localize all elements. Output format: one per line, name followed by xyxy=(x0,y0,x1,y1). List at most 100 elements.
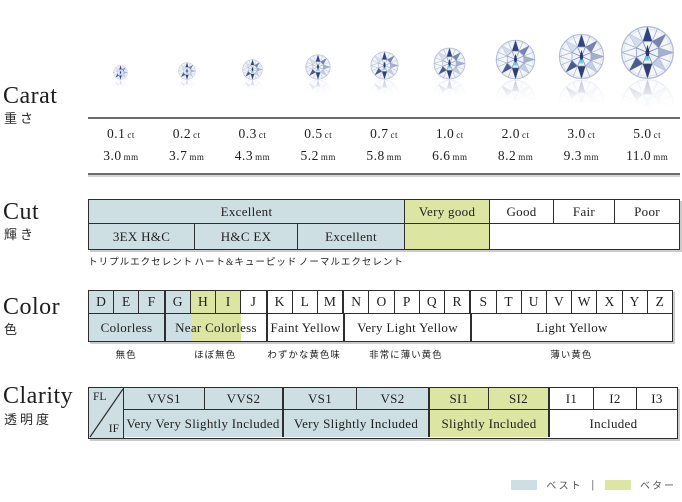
cut-grade-good: Good xyxy=(490,200,554,224)
cut-subgrade-very-good-block xyxy=(405,224,490,249)
color-captions: 無色 ほぼ無色 わずかな黄色味 非常に薄い黄色 薄い黄色 xyxy=(88,347,673,361)
diamond-reflection xyxy=(495,79,536,120)
cut-caption-heart-cupid: ハート&キューピッド xyxy=(194,258,298,268)
color-letter: K xyxy=(268,291,293,313)
cut-subgrade-3ex-hc: 3EX H&C xyxy=(89,224,195,249)
color-letter: L xyxy=(293,291,318,313)
diamond-reflection xyxy=(113,80,128,95)
carat-size-table: 0.1 ct 0.2 ct 0.3 ct 0.5 ct 0.7 ct 1.0 ct 2.0 c… xyxy=(88,117,680,175)
clarity-grade-vvs1: VVS1 xyxy=(124,388,205,410)
carat-ct-row: 0.1 ct 0.2 ct 0.3 ct 0.5 ct 0.7 ct 1.0 ct 2.0 c… xyxy=(88,126,680,142)
color-letter: O xyxy=(369,291,395,313)
clarity-section-title: Clarity xyxy=(3,383,74,409)
diamond-image xyxy=(242,59,263,80)
color-letter: Z xyxy=(655,294,665,309)
cut-grade-very-good: Very good xyxy=(405,200,490,224)
cut-subgrade-row: 3EX H&C H&C EX Excellent xyxy=(89,224,679,249)
clarity-grade-if: IF xyxy=(108,423,119,435)
color-letter: F xyxy=(139,291,166,313)
mm-value: 6.6 mm xyxy=(432,148,468,163)
cut-caption-normal-excellent: ノーマルエクセレント xyxy=(298,258,404,268)
color-caption-very-light-yellow: 非常に薄い黄色 xyxy=(369,351,443,361)
carat-mm-row: 3.0 mm 3.7 mm 4.3 mm 5.2 mm 5.8 mm 6.6 mm 8.2 m… xyxy=(88,148,680,164)
diamond-reflection xyxy=(178,79,196,97)
clarity-grade-si2: SI2 xyxy=(489,388,550,410)
color-letter: V xyxy=(547,291,573,313)
diamond-size-row xyxy=(88,16,680,80)
cut-grade-excellent: Excellent xyxy=(89,200,405,224)
color-letter: U xyxy=(522,291,547,313)
clarity-group-included: Included xyxy=(589,415,638,431)
color-letter: W xyxy=(572,291,598,313)
clarity-grade-i2: I2 xyxy=(594,388,637,410)
color-letter: X xyxy=(597,291,623,313)
cut-grade-poor: Poor xyxy=(615,200,679,224)
color-letter: G xyxy=(165,291,191,313)
color-group-faint-yellow: Faint Yellow xyxy=(268,314,345,341)
clarity-grade-vvs2: VVS2 xyxy=(205,388,284,410)
color-letter: M xyxy=(318,291,345,313)
clarity-grade-si1: SI1 xyxy=(430,388,489,410)
diagonal-divider xyxy=(89,388,124,438)
diamond-image xyxy=(558,33,605,80)
carat-value: 0.5 ct xyxy=(304,126,333,141)
color-grade-table: D E F G H I J K L M N O P Q R S T U V W … xyxy=(88,290,673,342)
carat-value: 0.3 ct xyxy=(238,126,267,141)
best-label: ベスト xyxy=(546,481,583,492)
color-group-light-yellow: Light Yellow xyxy=(536,319,608,335)
better-label: ベター xyxy=(640,481,676,492)
color-letter: P xyxy=(395,291,420,313)
clarity-section-subtitle: 透明度 xyxy=(4,412,53,427)
diamond-image xyxy=(305,54,331,80)
clarity-fl-if-cell: FL IF xyxy=(89,388,124,438)
carat-value: 2.0 ct xyxy=(501,126,530,141)
mm-value: 3.0 mm xyxy=(103,148,139,163)
mm-value: 9.3 mm xyxy=(563,148,600,163)
diamond-image xyxy=(370,51,399,80)
cut-grade-row: Excellent Very good Good Fair Poor xyxy=(89,200,679,224)
diamond-reflection xyxy=(242,79,263,100)
clarity-grade-table: FL IF VVS1 VVS2 VS1 VS2 SI1 SI2 I1 I2 I3… xyxy=(88,387,678,439)
clarity-grade-vs1: VS1 xyxy=(284,388,357,410)
color-letter: T xyxy=(497,291,522,313)
color-group-near-colorless: Near Colorless xyxy=(166,314,268,341)
carat-value: 0.7 ct xyxy=(370,126,398,141)
color-caption-colorless: 無色 xyxy=(115,351,137,361)
diamond-image xyxy=(433,47,466,80)
color-section-title: Color xyxy=(3,294,61,320)
cut-subgrade-empty xyxy=(490,224,679,249)
clarity-group-si: Slightly Included xyxy=(430,410,550,437)
mm-value: 11.0 mm xyxy=(626,148,669,163)
color-letter-row: D E F G H I J K L M N O P Q R S T U V W … xyxy=(89,291,672,313)
cut-grade-table: Excellent Very good Good Fair Poor 3EX H… xyxy=(88,199,680,250)
color-group-colorless: Colorless xyxy=(89,314,166,341)
carat-value: 0.1 ct xyxy=(106,126,135,141)
clarity-grade-i3: I3 xyxy=(637,388,677,410)
color-letter: D xyxy=(89,291,115,313)
color-caption-faint-yellow: わずかな黄色味 xyxy=(267,351,341,361)
color-caption-near-colorless: ほぼ無色 xyxy=(194,351,237,361)
carat-value: 0.2 ct xyxy=(172,126,201,141)
cut-subgrade-hc-ex: H&C EX xyxy=(195,224,298,249)
diamond-reflection xyxy=(370,79,399,108)
cut-section-title: Cut xyxy=(3,199,40,225)
color-letter: Y xyxy=(623,291,648,313)
carat-value: 5.0 ct xyxy=(633,126,662,141)
carat-value: 3.0 ct xyxy=(567,126,596,141)
color-letter: N xyxy=(344,291,370,313)
clarity-grade-row: VVS1 VVS2 VS1 VS2 SI1 SI2 I1 I2 I3 xyxy=(124,388,677,410)
carat-section-title: Carat xyxy=(3,83,58,109)
clarity-group-vs: Very Slightly Included xyxy=(284,410,430,437)
clarity-grade-vs2: VS2 xyxy=(357,388,430,410)
diamond-image xyxy=(495,39,536,80)
color-letter: S xyxy=(471,291,497,313)
mm-value: 5.2 mm xyxy=(300,148,336,163)
diamond-reflection xyxy=(433,79,466,112)
color-letter: E xyxy=(114,291,140,313)
carat-value: 1.0 ct xyxy=(435,126,464,141)
cut-section-subtitle: 輝き xyxy=(4,227,37,242)
mm-value: 3.7 mm xyxy=(168,148,205,163)
best-color-swatch xyxy=(511,479,538,490)
color-letter: Q xyxy=(420,291,446,313)
diamond-image xyxy=(113,65,128,80)
